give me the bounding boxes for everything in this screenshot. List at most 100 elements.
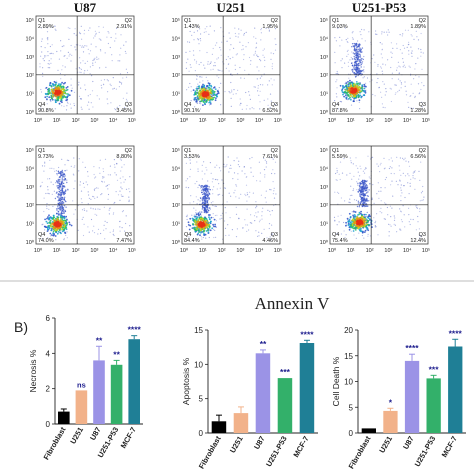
- event-dot: [196, 239, 198, 241]
- event-dot: [350, 56, 352, 59]
- event-dot: [399, 34, 401, 36]
- event-dot: [366, 211, 368, 214]
- event-dot: [78, 170, 80, 172]
- event-dot: [121, 188, 123, 190]
- event-dot: [94, 61, 96, 63]
- event-dot: [212, 178, 214, 180]
- event-dot: [103, 206, 105, 208]
- event-dot: [119, 158, 121, 160]
- event-dot: [376, 213, 378, 215]
- event-dot: [244, 173, 246, 175]
- event-dot: [50, 94, 53, 97]
- event-dot: [224, 207, 226, 209]
- event-dot: [112, 77, 114, 79]
- event-dot: [336, 171, 338, 173]
- event-dot: [419, 210, 421, 213]
- event-dot: [203, 189, 205, 192]
- event-dot: [200, 185, 202, 187]
- event-dot: [59, 95, 62, 97]
- event-dot: [366, 189, 368, 191]
- event-dot: [334, 191, 336, 193]
- q4-label: Q4: [332, 102, 339, 108]
- event-dot: [340, 233, 342, 235]
- event-dot: [52, 53, 54, 55]
- event-dot: [124, 50, 126, 53]
- event-dot: [210, 96, 213, 99]
- event-dot: [60, 211, 63, 213]
- event-dot: [419, 237, 421, 239]
- event-dot: [186, 216, 188, 218]
- event-dot: [351, 58, 354, 60]
- event-dot: [190, 195, 192, 197]
- event-dot: [94, 177, 96, 179]
- event-dot: [42, 58, 44, 60]
- event-dot: [273, 204, 275, 207]
- event-dot: [381, 70, 383, 72]
- event-dot: [351, 224, 354, 227]
- event-dot: [212, 213, 214, 215]
- event-dot: [115, 37, 117, 39]
- event-dot: [185, 180, 187, 182]
- event-dot: [192, 89, 195, 91]
- event-dot: [358, 221, 361, 223]
- y-tick-label: 10²: [26, 203, 34, 209]
- event-dot: [209, 88, 212, 91]
- event-dot: [254, 50, 257, 52]
- event-dot: [364, 218, 367, 221]
- event-dot: [345, 224, 347, 227]
- event-dot: [44, 96, 47, 99]
- event-dot: [364, 186, 366, 188]
- event-dot: [185, 226, 188, 228]
- event-dot: [350, 230, 352, 232]
- event-dot: [99, 159, 101, 161]
- event-dot: [115, 33, 117, 35]
- event-dot: [46, 222, 49, 225]
- event-dot: [194, 217, 196, 219]
- event-dot: [120, 186, 122, 188]
- event-dot: [83, 46, 85, 48]
- event-dot: [264, 159, 266, 161]
- event-dot: [365, 183, 368, 186]
- y-tick-label: 6: [46, 314, 51, 323]
- event-dot: [70, 89, 73, 92]
- event-dot: [208, 188, 210, 190]
- event-dot: [354, 211, 357, 213]
- y-tick-label: 10⁴: [320, 35, 329, 42]
- event-dot: [83, 72, 85, 74]
- event-dot: [112, 88, 114, 90]
- event-dot: [87, 175, 89, 177]
- event-dot: [208, 198, 210, 200]
- event-dot: [388, 31, 390, 33]
- event-dot: [260, 32, 262, 34]
- event-dot: [261, 215, 263, 217]
- event-dot: [64, 66, 66, 68]
- event-dot: [41, 224, 43, 226]
- event-dot: [79, 31, 81, 33]
- event-dot: [203, 209, 205, 211]
- bar-fibroblast: [211, 421, 227, 433]
- event-dot: [270, 78, 272, 80]
- event-dot: [79, 181, 81, 183]
- event-dot: [342, 91, 345, 94]
- event-dot: [199, 97, 201, 99]
- event-dot: [413, 38, 415, 41]
- event-dot: [399, 228, 401, 230]
- event-dot: [345, 94, 347, 97]
- event-dot: [216, 58, 218, 60]
- event-dot: [349, 96, 351, 99]
- category-label: U251-P53: [264, 435, 289, 469]
- event-dot: [105, 228, 107, 230]
- event-dot: [390, 216, 392, 218]
- event-dot: [367, 191, 369, 193]
- event-dot: [379, 164, 381, 166]
- event-dot: [79, 184, 81, 186]
- event-dot: [186, 178, 189, 180]
- event-dot: [403, 64, 405, 66]
- event-dot: [210, 88, 213, 90]
- event-dot: [355, 88, 357, 91]
- event-dot: [250, 167, 252, 169]
- event-dot: [52, 95, 54, 98]
- event-dot: [343, 230, 345, 232]
- event-dot: [196, 30, 199, 32]
- event-dot: [418, 93, 420, 95]
